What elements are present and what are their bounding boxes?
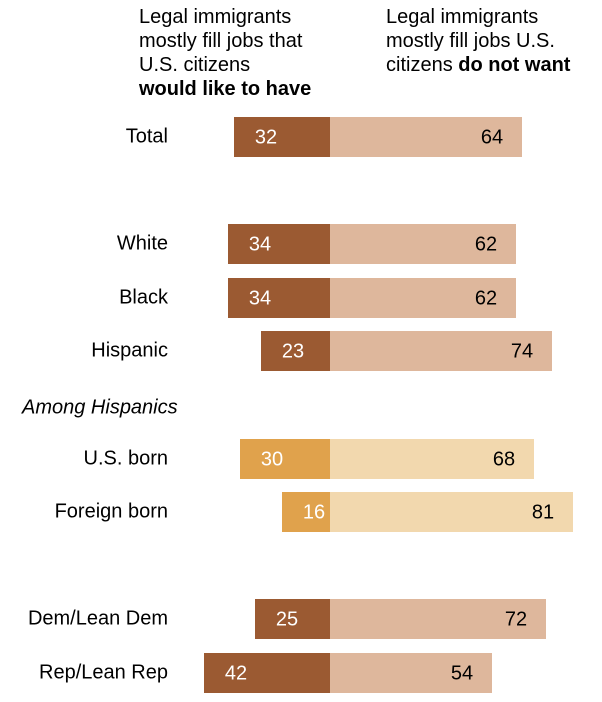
bar-do-not-want-black (330, 278, 516, 318)
category-label-u-s-born: U.S. born (84, 447, 168, 469)
value-would-like-hispanic: 23 (282, 340, 304, 362)
value-do-not-want-rep-lean-rep: 54 (451, 662, 473, 684)
category-label-dem-lean-dem: Dem/Lean Dem (28, 607, 168, 629)
bar-do-not-want-dem-lean-dem (330, 599, 546, 639)
header-right-bold: do not want (458, 54, 571, 76)
header-right-line3: citizens (386, 54, 459, 76)
header-would-like-to-have: Legal immigrants mostly fill jobs that U… (139, 5, 354, 101)
header-right-line2: mostly fill jobs U.S. (386, 30, 555, 52)
value-do-not-want-hispanic: 74 (511, 340, 533, 362)
bar-do-not-want-hispanic (330, 331, 552, 371)
value-do-not-want-dem-lean-dem: 72 (505, 608, 527, 630)
value-would-like-rep-lean-rep: 42 (225, 662, 247, 684)
value-do-not-want-black: 62 (475, 287, 497, 309)
header-left-line2: mostly fill jobs that (139, 30, 303, 52)
header-right-line1: Legal immigrants (386, 6, 539, 28)
section-label-among-hispanics: Among Hispanics (21, 396, 178, 418)
value-would-like-u-s-born: 30 (261, 448, 283, 470)
bar-do-not-want-foreign-born (330, 492, 573, 532)
bar-would-like-white (228, 224, 330, 264)
category-label-black: Black (119, 286, 169, 308)
bar-do-not-want-total (330, 117, 522, 157)
bar-would-like-rep-lean-rep (204, 653, 330, 693)
category-label-rep-lean-rep: Rep/Lean Rep (39, 661, 168, 683)
value-would-like-black: 34 (249, 287, 271, 309)
category-label-hispanic: Hispanic (91, 339, 168, 361)
category-label-white: White (117, 232, 168, 254)
value-would-like-total: 32 (255, 126, 277, 148)
bar-would-like-foreign-born (282, 492, 330, 532)
bar-would-like-dem-lean-dem (255, 599, 330, 639)
bar-would-like-total (234, 117, 330, 157)
bar-do-not-want-u-s-born (330, 439, 534, 479)
bar-do-not-want-rep-lean-rep (330, 653, 492, 693)
value-would-like-foreign-born: 16 (303, 501, 325, 523)
bar-do-not-want-white (330, 224, 516, 264)
header-do-not-want: Legal immigrants mostly fill jobs U.S. c… (386, 5, 600, 77)
category-label-total: Total (126, 125, 168, 147)
header-left-line1: Legal immigrants (139, 6, 292, 28)
bar-would-like-black (228, 278, 330, 318)
value-do-not-want-u-s-born: 68 (493, 448, 515, 470)
value-do-not-want-total: 64 (481, 126, 503, 148)
header-left-line3: U.S. citizens (139, 54, 251, 76)
bar-would-like-hispanic (261, 331, 330, 371)
value-do-not-want-foreign-born: 81 (532, 501, 554, 523)
category-label-foreign-born: Foreign born (55, 500, 168, 522)
value-do-not-want-white: 62 (475, 233, 497, 255)
value-would-like-dem-lean-dem: 25 (276, 608, 298, 630)
value-would-like-white: 34 (249, 233, 271, 255)
header-left-bold: would like to have (139, 78, 312, 100)
bar-would-like-u-s-born (240, 439, 330, 479)
